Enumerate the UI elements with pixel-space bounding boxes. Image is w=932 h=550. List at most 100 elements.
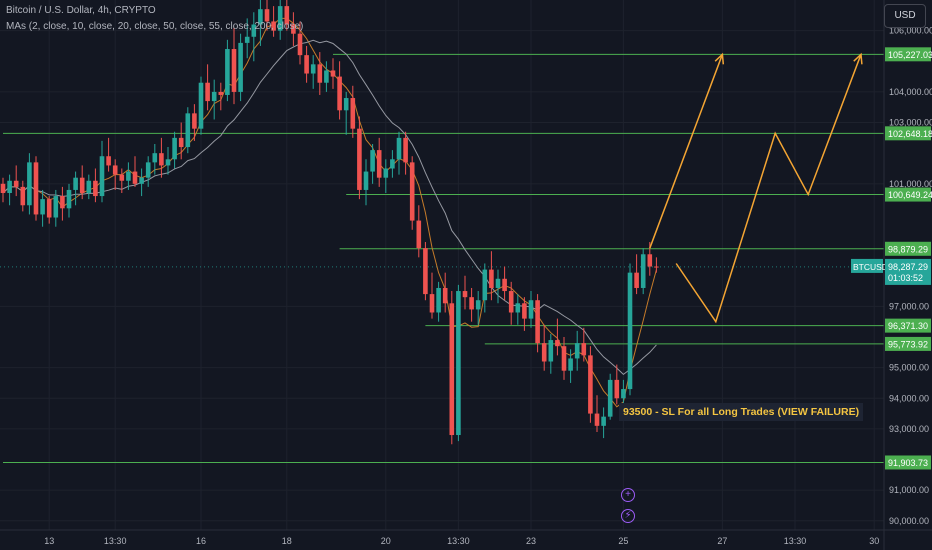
countdown-label: 01:03:52 (888, 273, 923, 283)
candle-body (112, 165, 118, 175)
candle-body (442, 287, 448, 304)
level-price-tag (885, 336, 931, 351)
candle-body (343, 98, 349, 111)
candle-body (13, 180, 19, 187)
indicator-legend[interactable]: MAs (2, close, 10, close, 20, close, 50,… (6, 21, 304, 32)
plus-icon[interactable]: + (621, 488, 635, 502)
candle-body (475, 300, 481, 310)
candle-body (383, 168, 389, 178)
candle-body (621, 389, 626, 399)
candle-body (0, 183, 6, 194)
candle-body (456, 291, 461, 436)
candle-body (86, 180, 92, 194)
candle-body (528, 300, 534, 319)
x-tick-label: 27 (717, 536, 727, 546)
candle-body (258, 9, 263, 25)
candle-body (277, 6, 283, 31)
candle-body (66, 189, 72, 209)
level-price-label: 102,648.18 (888, 129, 932, 139)
candle-body (126, 171, 131, 181)
candle-body (139, 177, 144, 184)
symbol-title: Bitcoin / U.S. Dollar, 4h, CRYPTO (6, 5, 156, 16)
candle-body (436, 287, 441, 313)
level-price-label: 96,371.30 (888, 321, 928, 331)
candle-body (502, 278, 507, 292)
candle-body (429, 294, 435, 313)
candle-body (601, 416, 606, 426)
candle-body (607, 379, 613, 417)
candle-body (205, 82, 210, 102)
last-price-label: 98,287.29 (888, 262, 928, 272)
candle-body (515, 303, 521, 313)
candle-body (20, 186, 26, 206)
candle-body (469, 297, 474, 310)
candle-body (297, 33, 303, 56)
candle-body (178, 137, 184, 148)
level-price-label: 100,649.24 (888, 190, 932, 200)
ma-fast-line (2, 17, 657, 408)
candle-body (304, 55, 309, 74)
x-tick-label: 13:30 (784, 536, 807, 546)
currency-button[interactable]: USD (884, 4, 926, 28)
candle-body (581, 343, 587, 356)
candle-body (99, 156, 105, 197)
level-price-label: 98,879.29 (888, 244, 928, 254)
candle-body (132, 171, 138, 184)
candle-body (271, 21, 276, 31)
candle-body (93, 180, 98, 197)
candle-body (225, 49, 230, 95)
candle-body (185, 113, 191, 148)
projection-paths (649, 52, 863, 324)
candle-body (614, 379, 620, 399)
candle-body (588, 355, 593, 414)
candle-body (60, 196, 65, 209)
ticker-symbol: BTCUSD (853, 262, 888, 272)
y-tick-label: 101,000.00 (889, 179, 932, 189)
level-price-label: 95,773.92 (888, 339, 928, 349)
level-price-label: 91,903.73 (888, 458, 928, 468)
moving-average-lines (2, 17, 657, 408)
level-price-tag (885, 241, 931, 256)
ma-slow-line (2, 39, 657, 376)
candle-body (416, 220, 422, 249)
candle-body (238, 42, 243, 92)
candle-body (548, 340, 554, 362)
candle-body (46, 199, 52, 218)
candle-body (106, 156, 111, 166)
candle-body (337, 76, 342, 111)
candle-body (350, 98, 356, 129)
candle-body (594, 413, 600, 426)
candle-body (7, 180, 12, 194)
candle-body (522, 303, 527, 319)
y-tick-label: 104,000.00 (889, 87, 932, 97)
candle-body (489, 269, 494, 288)
candle-body (370, 150, 375, 172)
stop-loss-annotation[interactable]: 93500 - SL For all Long Trades (VIEW FAI… (619, 403, 864, 421)
candle-body (159, 153, 164, 166)
lightning-icon[interactable]: ⚡ (621, 509, 635, 523)
support-resistance-levels (0, 53, 884, 463)
candle-body (409, 162, 415, 221)
x-tick-label: 16 (196, 536, 206, 546)
candle-body (79, 177, 85, 194)
level-price-tag (885, 318, 931, 333)
last-price-tag (885, 258, 931, 285)
y-tick-label: 93,000.00 (889, 424, 929, 434)
x-tick-label: 18 (282, 536, 292, 546)
candle-body (172, 137, 177, 160)
projection-arrowhead (714, 52, 725, 65)
candle-body (357, 128, 362, 190)
y-tick-label: 106,000.00 (889, 26, 932, 36)
candle-body (647, 254, 653, 267)
level-price-tag (885, 455, 931, 470)
candle-body (145, 162, 151, 178)
ticker-tag (851, 258, 883, 273)
y-tick-label: 90,000.00 (889, 516, 929, 526)
candle-body (152, 153, 158, 163)
candle-body (27, 162, 32, 206)
candle-body (310, 64, 316, 74)
candle-body (640, 254, 646, 288)
candle-body (192, 113, 197, 129)
candle-body (324, 70, 329, 83)
